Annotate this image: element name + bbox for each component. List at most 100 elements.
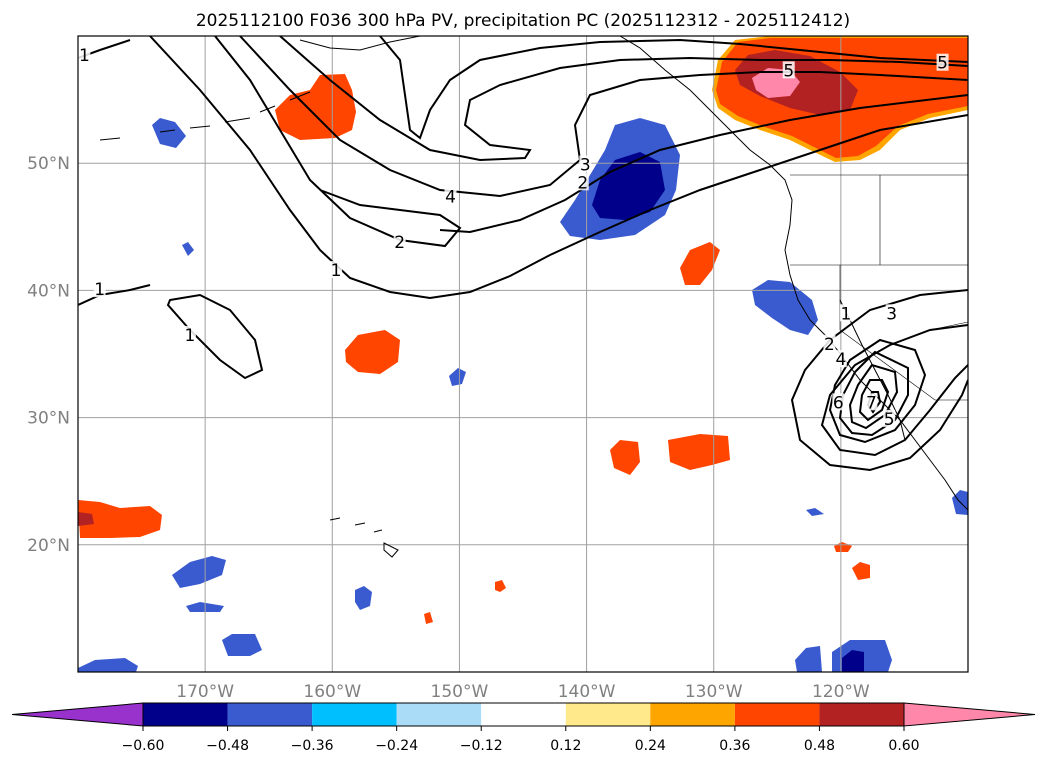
pv-low-contour-4 xyxy=(838,350,909,437)
alaska-coast xyxy=(299,36,421,51)
precip-blob-18 xyxy=(449,368,466,386)
precip-blob-21 xyxy=(182,242,194,256)
pv-low-contour-6 xyxy=(858,379,890,422)
precip-blob-3 xyxy=(752,280,818,335)
y-tick-label-2: 30°N xyxy=(27,409,70,429)
pv-contour-4-main xyxy=(279,36,968,162)
pv-contour-label-10: 3 xyxy=(886,304,897,324)
pv-low-contour-3 xyxy=(828,338,927,444)
pv-contour-label-4: 2 xyxy=(394,233,405,253)
x-tick-label-1: 160°W xyxy=(303,682,361,702)
pv-label-bg-7 xyxy=(183,325,196,343)
precip-blob-5 xyxy=(668,434,730,470)
precip-blob-2 xyxy=(345,330,400,374)
pv-contour-label-0: 1 xyxy=(79,46,90,66)
pv-contour-label-13: 4 xyxy=(835,350,846,370)
pv-contour-label-5: 1 xyxy=(331,261,342,281)
colorbar-bin-3 xyxy=(396,703,482,726)
pv-label-bg-8 xyxy=(782,61,795,79)
precip-blob-13-inner xyxy=(842,650,864,672)
pv-label-bg-16 xyxy=(883,409,896,427)
colorbar-tick-label-7: 0.36 xyxy=(719,738,750,754)
pv-label-bg-3 xyxy=(576,173,589,191)
pv-label-bg-5 xyxy=(330,261,343,279)
precip-blob-22 xyxy=(806,508,824,516)
pv-label-bg-0 xyxy=(78,46,91,64)
pv-contour-label-15: 7 xyxy=(866,393,877,413)
precip-blob-1 xyxy=(680,242,720,285)
precip-blob-14 xyxy=(78,658,138,672)
pv-label-bg-15 xyxy=(865,393,878,411)
pv-contour-5-main xyxy=(379,36,968,140)
colorbar-tick-label-4: −0.12 xyxy=(460,738,503,754)
hawaii-islands xyxy=(329,517,399,558)
precip-blob-19 xyxy=(495,580,506,592)
pv-label-bg-12 xyxy=(823,334,836,352)
precip-blob-15 xyxy=(852,562,870,580)
chart-title: 2025112100 F036 300 hPa PV, precipitatio… xyxy=(196,11,850,31)
pv-low-contour-5 xyxy=(848,363,899,430)
precip-blob-4 xyxy=(610,440,640,475)
pv-contour-label-3: 2 xyxy=(577,173,588,193)
x-tick-label-0: 170°W xyxy=(176,682,234,702)
precip-blob-10 xyxy=(355,586,372,610)
colorbar-tick-label-2: −0.36 xyxy=(291,738,334,754)
pv-label-bg-2 xyxy=(579,155,592,173)
pv-contour-label-14: 6 xyxy=(833,393,844,413)
pv-contour-label-2: 3 xyxy=(580,155,591,175)
x-tick-label-2: 150°W xyxy=(431,682,489,702)
map-gridlines xyxy=(78,36,968,672)
pv-contour-label-11: 1 xyxy=(841,304,852,324)
x-tick-label-4: 130°W xyxy=(685,682,743,702)
colorbar-bin-1 xyxy=(227,703,313,726)
pv-low-contour-2 xyxy=(820,324,968,457)
colorbar: −0.60 −0.48 −0.36 −0.24 −0.12 0.12 0.24 0.36 0.4… xyxy=(11,702,1036,754)
x-tick-label-5: 120°W xyxy=(812,682,870,702)
pv-contour-1-loop xyxy=(166,293,264,380)
colorbar-bin-0 xyxy=(143,703,228,726)
precip-blob-gulf-alaska xyxy=(275,74,356,140)
pv-contour-label-8: 5 xyxy=(783,61,794,81)
coastline-north-america xyxy=(619,36,968,511)
colorbar-frame xyxy=(142,702,905,727)
pv-label-bg-10 xyxy=(885,304,898,322)
pv-label-bg-14 xyxy=(832,393,845,411)
pv-contour-label-7: 1 xyxy=(184,326,195,346)
y-tick-label-3: 20°N xyxy=(27,536,70,556)
colorbar-bin-4 xyxy=(481,703,566,726)
pv-contour-1-west xyxy=(78,284,151,306)
state-border-4 xyxy=(839,265,968,401)
pv-label-bg-13 xyxy=(834,350,847,368)
pv-label-bg-9 xyxy=(936,53,949,71)
precip-blob-7 xyxy=(172,556,226,588)
colorbar-tick-label-0: −0.60 xyxy=(122,738,165,754)
pv-contour-2-main xyxy=(214,36,968,248)
colorbar-tick-label-9: 0.60 xyxy=(888,738,919,754)
aleutian-islands xyxy=(99,91,311,141)
pv-contour-label-1: 4 xyxy=(445,187,456,207)
y-tick-label-1: 40°N xyxy=(27,281,70,301)
pv-contour-label-16: 5 xyxy=(884,410,895,430)
pv-low-contour-1 xyxy=(790,289,968,472)
colorbar-bin-5 xyxy=(565,703,651,726)
precip-blob-neg-inner xyxy=(592,152,665,220)
pv-contour-1-main xyxy=(149,36,968,300)
colorbar-tick-label-3: −0.24 xyxy=(375,738,418,754)
colorbar-tick-label-5: 0.12 xyxy=(550,738,581,754)
colorbar-tick-label-6: 0.24 xyxy=(635,738,666,754)
y-tick-label-0: 50°N xyxy=(27,154,70,174)
pv-contour-label-9: 5 xyxy=(937,54,948,74)
colorbar-extend-low xyxy=(11,702,144,727)
pv-label-bg-6 xyxy=(93,280,106,298)
precip-blob-12 xyxy=(795,646,822,672)
colorbar-extend-high xyxy=(903,702,1036,727)
precip-blob-8 xyxy=(222,634,262,656)
colorbar-bin-2 xyxy=(312,703,397,726)
pv-contour-label-12: 2 xyxy=(824,335,835,355)
pv-label-bg-4 xyxy=(393,233,406,251)
colorbar-bin-8 xyxy=(819,703,904,726)
precip-blob-20 xyxy=(424,612,433,624)
x-tick-label-3: 140°W xyxy=(558,682,616,702)
pv-label-bg-11 xyxy=(839,304,852,322)
